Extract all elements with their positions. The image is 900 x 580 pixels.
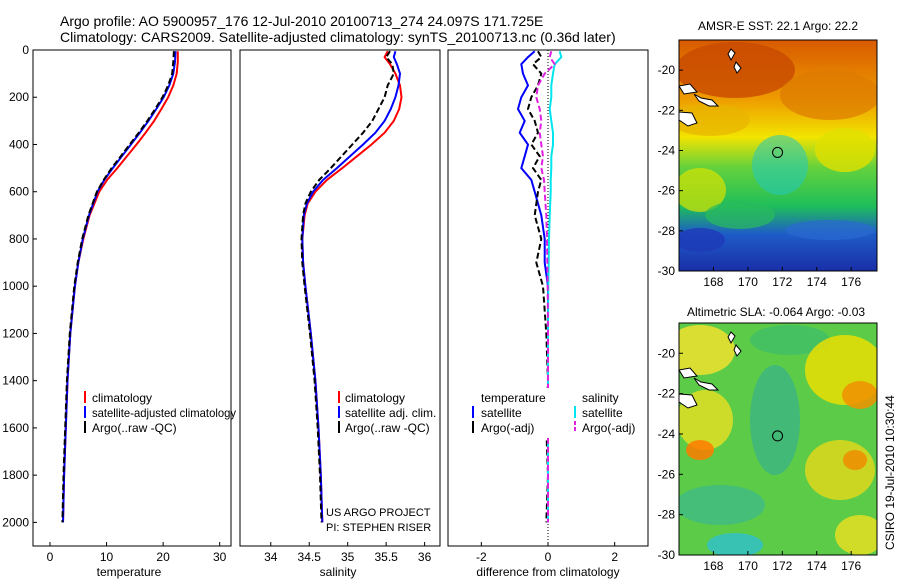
sst-lon-tick-label-2: 172 bbox=[772, 275, 792, 289]
sla-lat-tick-label-4: -28 bbox=[658, 508, 676, 522]
sst-lon-tick-label-3: 174 bbox=[807, 275, 827, 289]
sst-lat-tick-label-3: -26 bbox=[658, 184, 676, 198]
sla-lon-tick-label-2: 172 bbox=[772, 559, 792, 573]
sal-series-argo-raw-qc- bbox=[300, 50, 395, 523]
temp-xtick-label-3: 30 bbox=[213, 550, 227, 564]
figure-title-line2: Climatology: CARS2009. Satellite-adjuste… bbox=[60, 29, 616, 45]
legend-header-temperature: temperature bbox=[481, 391, 546, 405]
sst-heatmap bbox=[679, 40, 877, 271]
diff-xtick-label-1: 0 bbox=[545, 550, 552, 564]
sla-lat-tick-label-3: -26 bbox=[658, 467, 676, 481]
sal-legend-climatology: climatology bbox=[345, 391, 405, 405]
sal-series-satellite-adj-clim- bbox=[301, 50, 402, 523]
diff-legend-sal-argo: Argo(-adj) bbox=[582, 421, 635, 435]
depth-tick-label-200: 200 bbox=[9, 90, 29, 104]
sla-lat-tick-label-1: -22 bbox=[658, 387, 676, 401]
salinity-axes-box bbox=[239, 49, 441, 547]
salinity-legend: climatology satellite adj. clim. Argo(..… bbox=[338, 391, 436, 435]
temperature-panel: 0 200 400 600 800 1000 1200 1400 1600 1800 2000 0 1… bbox=[2, 43, 236, 579]
depth-tick-label-1000: 1000 bbox=[2, 279, 29, 293]
temp-xtick-label-1: 10 bbox=[100, 550, 114, 564]
sst-lat-tick-label-0: -20 bbox=[658, 63, 676, 77]
sla-heatmap bbox=[679, 323, 877, 555]
sst-lat-tick-label-4: -28 bbox=[658, 224, 676, 238]
depth-tick-label-1400: 1400 bbox=[2, 374, 29, 388]
sla-lon-tick-label-3: 174 bbox=[807, 559, 827, 573]
temperature-legend: climatology satellite-adjusted climatolo… bbox=[84, 391, 236, 435]
temperature-xlabel: temperature bbox=[97, 565, 162, 579]
sst-lon-tick-label-1: 170 bbox=[738, 275, 758, 289]
salinity-panel: 34 34.5 35 35.5 36 salinity climatology sate… bbox=[239, 49, 441, 579]
figure-title-line1: Argo profile: AO 5900957_176 12-Jul-2010… bbox=[60, 13, 543, 29]
sal-legend-satellite: satellite adj. clim. bbox=[345, 406, 436, 420]
diff-legend-sal-satellite: satellite bbox=[582, 406, 623, 420]
sla-map-panel: Altimetric SLA: -0.064 Argo: -0.03 168 17… bbox=[658, 305, 878, 573]
sst-map-panel: AMSR-E SST: 22.1 Argo: 22.2 168 170 172 174… bbox=[658, 19, 878, 289]
depth-tick-label-0: 0 bbox=[22, 43, 29, 57]
sst-lat-tick-label-5: -30 bbox=[658, 264, 676, 278]
sst-map-frame bbox=[678, 39, 878, 272]
sla-lon-tick-label-1: 170 bbox=[738, 559, 758, 573]
depth-tick-label-1200: 1200 bbox=[2, 326, 29, 340]
sal-xtick-label-1: 34.5 bbox=[298, 550, 322, 564]
sal-legend-argo: Argo(..raw -QC) bbox=[345, 421, 430, 435]
depth-tick-label-1600: 1600 bbox=[2, 421, 29, 435]
sla-lat-tick-label-2: -24 bbox=[658, 427, 676, 441]
difference-legend-box bbox=[464, 388, 642, 438]
temp-legend-argo: Argo(..raw -QC) bbox=[92, 421, 177, 435]
depth-tick-label-600: 600 bbox=[9, 185, 29, 199]
temp-xtick-label-2: 20 bbox=[156, 550, 170, 564]
sal-xtick-label-0: 34 bbox=[264, 550, 278, 564]
sst-lon-tick-label-0: 168 bbox=[703, 275, 723, 289]
temp-series-satellite-adjusted-climatology bbox=[62, 51, 177, 523]
sst-map-title: AMSR-E SST: 22.1 Argo: 22.2 bbox=[698, 19, 858, 33]
sal-xtick-label-3: 35.5 bbox=[374, 550, 398, 564]
sla-map-frame bbox=[678, 322, 878, 556]
sst-profile-location-marker bbox=[772, 146, 784, 158]
temp-legend-climatology: climatology bbox=[92, 391, 152, 405]
credit-line1: US ARGO PROJECT bbox=[326, 507, 431, 519]
legend-header-salinity: salinity bbox=[582, 391, 619, 405]
diff-xtick-label-0: -2 bbox=[476, 550, 487, 564]
sla-lat-tick-label-5: -30 bbox=[658, 548, 676, 562]
sal-xtick-label-4: 36 bbox=[418, 550, 432, 564]
temperature-axes-box bbox=[32, 49, 232, 547]
depth-tick-label-1800: 1800 bbox=[2, 468, 29, 482]
salinity-xlabel: salinity bbox=[320, 565, 357, 579]
sst-lat-tick-label-1: -22 bbox=[658, 103, 676, 117]
depth-tick-label-2000: 2000 bbox=[2, 515, 29, 529]
sla-map-title: Altimetric SLA: -0.064 Argo: -0.03 bbox=[687, 305, 865, 319]
sla-lon-tick-label-0: 168 bbox=[703, 559, 723, 573]
sst-lon-tick-label-4: 176 bbox=[841, 275, 861, 289]
sla-lat-tick-label-0: -20 bbox=[658, 346, 676, 360]
difference-panel: -2 0 2 difference from climatology tempera… bbox=[447, 49, 649, 579]
sal-xtick-label-2: 35 bbox=[341, 550, 355, 564]
temp-legend-satellite: satellite-adjusted climatology bbox=[92, 406, 236, 420]
diff-legend-temp-satellite: satellite bbox=[481, 406, 522, 420]
sst-lat-tick-label-2: -24 bbox=[658, 143, 676, 157]
sla-profile-location-marker bbox=[772, 430, 784, 442]
temp-series-argo-raw-qc- bbox=[61, 51, 175, 523]
credit-line2: PI: STEPHEN RISER bbox=[326, 522, 431, 534]
difference-legend: temperature salinity satellite Argo(-adj… bbox=[464, 388, 642, 438]
diff-series-salinity-argo-adj- bbox=[535, 50, 557, 523]
difference-xlabel: difference from climatology bbox=[476, 565, 619, 579]
timestamp-stamp: CSIRO 19-Jul-2010 10:30:44 bbox=[883, 395, 897, 550]
depth-tick-label-400: 400 bbox=[9, 137, 29, 151]
depth-tick-label-800: 800 bbox=[9, 232, 29, 246]
sla-lon-tick-label-4: 176 bbox=[841, 559, 861, 573]
diff-legend-temp-argo: Argo(-adj) bbox=[481, 421, 534, 435]
temp-xtick-label-0: 0 bbox=[47, 550, 54, 564]
diff-xtick-label-2: 2 bbox=[611, 550, 618, 564]
